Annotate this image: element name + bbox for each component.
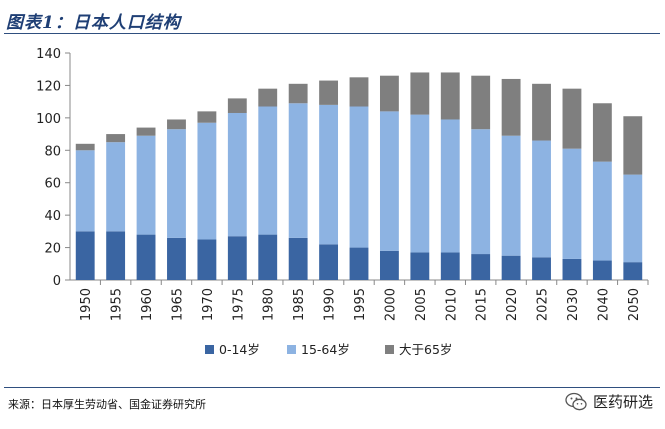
x-tick-label-1960: 1960 (140, 288, 155, 321)
legend-swatch-3 (385, 345, 394, 354)
legend-label-1: 0-14岁 (219, 342, 260, 357)
x-tick-label-1980: 1980 (262, 288, 277, 321)
bar-segment-2-2040 (592, 161, 612, 261)
y-tick-label: 80 (44, 144, 61, 159)
bar-segment-2-2020 (501, 135, 521, 256)
bar-segment-1-2010 (440, 252, 460, 280)
bar-segment-2-2025 (532, 140, 551, 258)
bar-segment-3-1980 (258, 88, 278, 107)
y-tick-label: 60 (44, 177, 61, 192)
bar-segment-3-1965 (167, 119, 186, 130)
bar-segment-3-1955 (106, 134, 126, 143)
x-tick-label-1975: 1975 (231, 288, 246, 321)
bar-segment-1-1965 (167, 237, 186, 280)
bar-segment-1-1985 (288, 237, 308, 280)
bar-segment-2-1950 (75, 150, 95, 232)
y-tick-label: 0 (53, 274, 61, 289)
x-tick-label-1965: 1965 (170, 288, 185, 321)
y-tick-label: 100 (36, 112, 61, 127)
bar-segment-2-1965 (167, 129, 186, 238)
bar-segment-2-1955 (106, 142, 126, 232)
x-tick-label-2020: 2020 (505, 288, 520, 321)
x-tick-label-1995: 1995 (353, 288, 368, 321)
bar-segment-1-2030 (562, 258, 582, 280)
bar-segment-2-1985 (288, 103, 308, 238)
source-note: 来源：日本厚生劳动省、国金证券研究所 (8, 398, 206, 411)
bar-segment-1-1990 (319, 244, 339, 280)
y-tick-label: 20 (44, 242, 61, 257)
bar-segment-2-2000 (379, 111, 399, 251)
y-tick-label: 120 (36, 79, 61, 94)
bar-segment-1-1980 (258, 234, 278, 280)
x-tick-label-2025: 2025 (536, 288, 551, 321)
bar-segment-3-2050 (623, 116, 643, 175)
brand: 医药研选 (565, 391, 653, 412)
bar-segment-2-2005 (410, 114, 430, 253)
x-tick-label-1970: 1970 (201, 288, 216, 321)
bar-segment-3-2000 (379, 75, 399, 112)
bar-segment-3-1960 (136, 127, 156, 136)
y-tick-label: 140 (36, 47, 61, 62)
legend-label-3: 大于65岁 (399, 342, 452, 357)
bar-segment-2-2015 (471, 129, 491, 255)
legend-label-2: 15-64岁 (301, 342, 350, 357)
top-divider (4, 33, 660, 34)
bar-segment-2-1975 (227, 112, 247, 237)
bar-segment-1-1950 (75, 231, 95, 280)
bar-segment-2-1970 (197, 122, 217, 240)
bar-segment-2-2010 (440, 119, 460, 253)
bar-segment-2-2050 (623, 174, 643, 263)
bar-segment-3-1950 (75, 143, 95, 151)
bar-segment-3-1975 (227, 98, 247, 113)
legend-swatch-1 (205, 345, 214, 354)
bar-segment-1-1995 (349, 247, 369, 280)
x-tick-label-1955: 1955 (110, 288, 125, 321)
bar-segment-1-2040 (592, 260, 612, 280)
bar-segment-3-2020 (501, 78, 521, 136)
x-tick-label-2030: 2030 (566, 288, 581, 321)
bar-segment-3-2040 (592, 103, 612, 162)
bar-segment-1-2025 (532, 257, 551, 280)
x-tick-label-2015: 2015 (475, 288, 490, 321)
y-tick-label: 40 (44, 209, 61, 224)
wechat-icon (565, 392, 587, 410)
bar-segment-1-1970 (197, 239, 217, 280)
legend-swatch-2 (287, 345, 296, 354)
bar-segment-1-2005 (410, 252, 430, 280)
x-tick-label-2010: 2010 (444, 288, 459, 321)
bar-segment-1-1975 (227, 236, 247, 280)
bar-segment-2-2030 (562, 148, 582, 259)
brand-name: 医药研选 (592, 393, 653, 411)
bottom-divider (4, 387, 660, 388)
bar-segment-2-1960 (136, 135, 156, 235)
bar-segment-1-2000 (379, 250, 399, 280)
bar-segment-2-1995 (349, 106, 369, 248)
x-tick-label-1950: 1950 (79, 288, 94, 321)
bar-segment-1-2050 (623, 262, 643, 280)
bar-segment-3-2030 (562, 88, 582, 149)
bar-segment-1-2020 (501, 255, 521, 280)
bar-segment-1-1955 (106, 231, 126, 280)
bar-segment-3-1970 (197, 111, 217, 123)
bar-segment-2-1980 (258, 106, 278, 235)
bar-segment-1-2015 (471, 254, 491, 280)
bar-segment-3-1995 (349, 77, 369, 107)
bar-segment-3-1990 (319, 80, 339, 105)
bar-segment-3-2010 (440, 72, 460, 120)
x-tick-label-2000: 2000 (383, 288, 398, 321)
bar-segment-3-2005 (410, 72, 430, 115)
bar-segment-3-2015 (471, 75, 491, 130)
x-tick-label-2040: 2040 (596, 288, 611, 321)
bar-segment-2-1990 (319, 104, 339, 245)
x-tick-label-2050: 2050 (627, 288, 642, 321)
bar-segment-1-1960 (136, 234, 156, 280)
x-tick-label-2005: 2005 (414, 288, 429, 321)
bar-segment-3-2025 (532, 83, 551, 141)
chart-title: 图表1：日本人口结构 (6, 13, 181, 33)
x-tick-label-1990: 1990 (323, 288, 338, 321)
x-tick-label-1985: 1985 (292, 288, 307, 321)
bar-segment-3-1985 (288, 83, 308, 104)
